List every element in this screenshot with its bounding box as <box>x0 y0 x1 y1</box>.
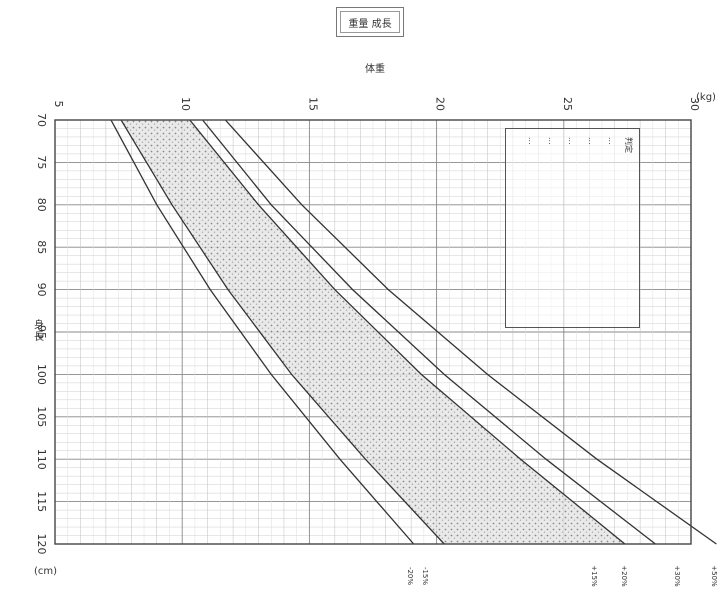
legend-line: ... <box>607 137 616 145</box>
height-tick-label: 90 <box>35 283 48 297</box>
height-tick-label: 120 <box>35 534 48 555</box>
legend: 判定 ............... <box>505 128 640 328</box>
weight-tick-label: 30 <box>688 97 701 111</box>
left-axis-unit: (cm) <box>34 566 58 577</box>
normal-range-area <box>121 120 625 544</box>
left-axis-title: 身長 <box>34 320 44 343</box>
normal-band <box>121 120 625 544</box>
series-lines <box>110 119 717 545</box>
series-line-minus20pct <box>110 119 415 545</box>
height-tick-label: 70 <box>35 113 48 127</box>
legend-line: ... <box>567 137 576 145</box>
band-label: +20% <box>620 565 628 587</box>
height-tick-label: 85 <box>35 240 48 254</box>
band-labels: -20% -15% +15% +20% +30% +50% <box>406 565 718 587</box>
band-label: -15% <box>421 567 429 585</box>
band-label: +30% <box>673 565 681 587</box>
series-line-plus15pct <box>189 119 626 545</box>
left-axis-ticks: 70 75 80 85 90 95 100 105 110 115 120 <box>35 113 48 555</box>
title-box: 重量 成長 <box>336 7 404 37</box>
legend-line: ... <box>527 137 536 145</box>
height-tick-label: 115 <box>35 491 48 512</box>
series-line-plus20pct <box>202 119 656 545</box>
chart-title: 重量 成長 <box>340 11 400 33</box>
plot-frame <box>54 119 692 545</box>
top-axis-ticks: 5 10 15 20 25 30 <box>52 97 701 111</box>
height-tick-label: 95 <box>35 325 48 339</box>
legend-header: 判定 <box>624 137 633 153</box>
height-tick-label: 110 <box>35 449 48 470</box>
weight-tick-label: 20 <box>434 97 447 111</box>
band-label: -20% <box>406 567 414 585</box>
band-label: +50% <box>710 565 718 587</box>
top-axis-unit: (kg) <box>696 92 716 103</box>
height-tick-label: 75 <box>35 155 48 169</box>
weight-tick-label: 25 <box>561 97 574 111</box>
weight-tick-label: 15 <box>306 97 319 111</box>
height-tick-label: 80 <box>35 198 48 212</box>
band-label: +15% <box>590 565 598 587</box>
legend-line: ... <box>587 137 596 145</box>
height-tick-label: 100 <box>35 364 48 385</box>
series-line-minus15pct <box>120 119 445 545</box>
top-axis-title: 体重 <box>365 64 385 75</box>
weight-tick-label: 5 <box>52 101 65 108</box>
legend-line: ... <box>547 137 556 145</box>
height-tick-label: 105 <box>35 406 48 427</box>
weight-tick-label: 10 <box>179 97 192 111</box>
series-line-plus30pct <box>224 119 717 545</box>
